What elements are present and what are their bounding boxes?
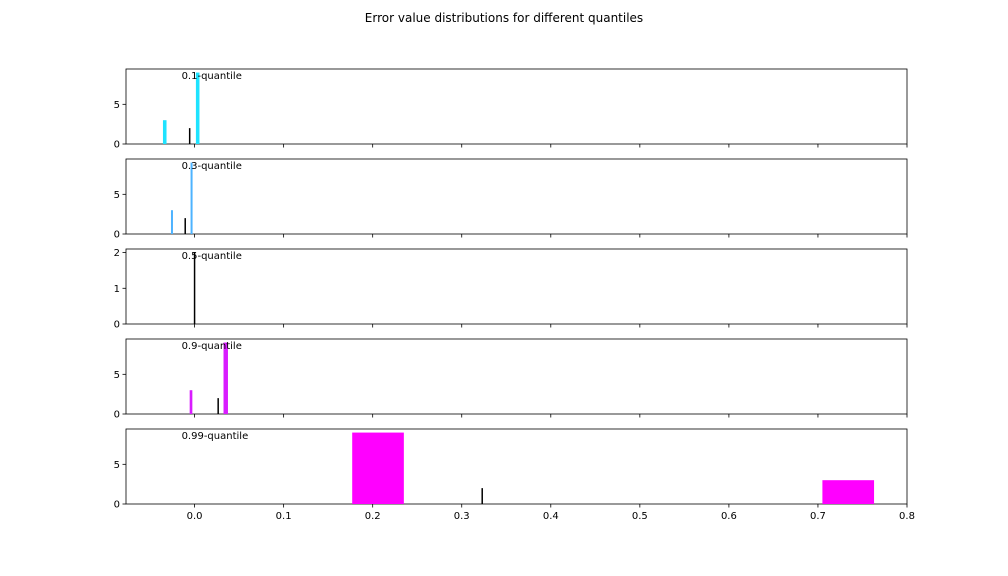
x-tick-label: 0.2: [365, 511, 381, 522]
y-tick-label: 0: [114, 230, 120, 241]
x-tick-label: 0.6: [721, 511, 737, 522]
x-tick-label: 0.5: [632, 511, 648, 522]
histogram-bar: [223, 342, 228, 414]
quantile-label: 0.3-quantile: [182, 161, 242, 172]
histogram-bar: [170, 210, 173, 234]
y-tick-label: 5: [114, 100, 120, 111]
axes-frame: [125, 248, 908, 325]
y-tick-label: 2: [114, 248, 120, 259]
y-tick-label: 1: [114, 284, 120, 295]
panel-1: 0 5 0.3-quantile: [114, 158, 908, 241]
y-tick-label: 0: [114, 140, 120, 151]
histogram-bar: [189, 390, 193, 414]
axes-frame: [125, 158, 908, 235]
y-tick-label: 0: [114, 500, 120, 511]
chart-title: Error value distributions for different …: [365, 11, 643, 25]
histogram-bar: [822, 480, 875, 504]
panel-0: 0 5 0.1-quantile: [114, 68, 908, 151]
axes-frame: [125, 68, 908, 145]
axes-frame: [125, 338, 908, 415]
histogram-bar: [190, 162, 193, 234]
panel-2: 0 1 2 0.5-quantile: [114, 248, 908, 331]
x-tick-label: 0.8: [899, 511, 915, 522]
y-tick-label: 5: [114, 190, 120, 201]
x-tick-label: 0.7: [810, 511, 826, 522]
quantile-label: 0.9-quantile: [182, 341, 242, 352]
histogram-bar: [195, 72, 200, 144]
x-tick-label: 0.1: [276, 511, 292, 522]
quantile-label: 0.1-quantile: [182, 71, 242, 82]
x-tick-label: 0.3: [454, 511, 470, 522]
histogram-bar: [352, 432, 404, 504]
x-tick-label: 0.0: [187, 511, 203, 522]
y-tick-label: 5: [114, 460, 120, 471]
panel-3: 0 5 0.9-quantile: [114, 338, 908, 421]
y-tick-label: 0: [114, 320, 120, 331]
quantile-label: 0.5-quantile: [182, 251, 242, 262]
panels: 0 5 0.1-quantile 0 5 0.3-quantile 0 1 2 0.5-quant…: [114, 68, 915, 522]
axes-frame: [125, 428, 908, 505]
y-tick-label: 5: [114, 370, 120, 381]
y-tick-label: 0: [114, 410, 120, 421]
panel-4: 0.0 0.1 0.2 0.3 0.4 0.5 0.6 0.7 0.8 0 5 0.99-quanti…: [114, 428, 915, 522]
histogram-bar: [162, 120, 167, 144]
quantile-label: 0.99-quantile: [182, 431, 249, 442]
x-tick-label: 0.4: [543, 511, 559, 522]
